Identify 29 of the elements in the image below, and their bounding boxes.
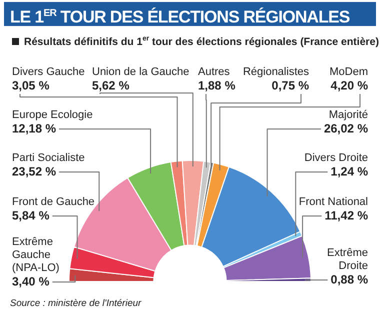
- data-label: 3,05 %: [12, 78, 50, 92]
- slice-label: Extrême Droite: [327, 247, 368, 272]
- data-label: 0,75 %: [272, 78, 310, 92]
- chart-subtitle: Résultats définitifs du 1$^{er}$ tour des élections régionales (France entière): [24, 35, 379, 48]
- source-note: Source : ministère de l'Intérieur: [10, 298, 142, 309]
- data-label: 11,42 %: [324, 208, 368, 222]
- data-label: 3,40 %: [12, 274, 50, 288]
- data-label: 0,88 %: [330, 272, 368, 286]
- data-label: 1,24 %: [330, 164, 368, 178]
- data-label: 4,20 %: [330, 78, 368, 92]
- slice-label: Régionalistes: [242, 66, 310, 78]
- slice-label: Divers Droite: [304, 152, 368, 164]
- slice-label: Front National: [298, 196, 368, 208]
- chart-title: LE 1$^{ER}$ TOUR DES ÉLECTIONS RÉGIONALES: [4, 2, 376, 27]
- slice-label: Union de la Gauche: [92, 66, 190, 78]
- data-label: 12,18 %: [12, 121, 56, 136]
- slice-label: Front de Gauche: [12, 196, 95, 208]
- slice-label: Autres: [198, 66, 230, 78]
- slice-label: Extrême Gauche (NPA-LO): [12, 236, 60, 274]
- data-label: 23,52 %: [12, 164, 56, 178]
- slice-label: Europe Ecologie: [12, 109, 93, 122]
- data-label: 1,88 %: [198, 78, 236, 92]
- data-label: 5,84 %: [12, 208, 50, 222]
- slice-label: Parti Socialiste: [12, 152, 85, 164]
- slice-label: Majorité: [328, 109, 368, 122]
- data-label: 5,62 %: [92, 78, 130, 92]
- slice-label: Divers Gauche: [12, 66, 85, 78]
- slice-label: MoDem: [329, 66, 368, 78]
- data-label: 26,02 %: [324, 121, 368, 136]
